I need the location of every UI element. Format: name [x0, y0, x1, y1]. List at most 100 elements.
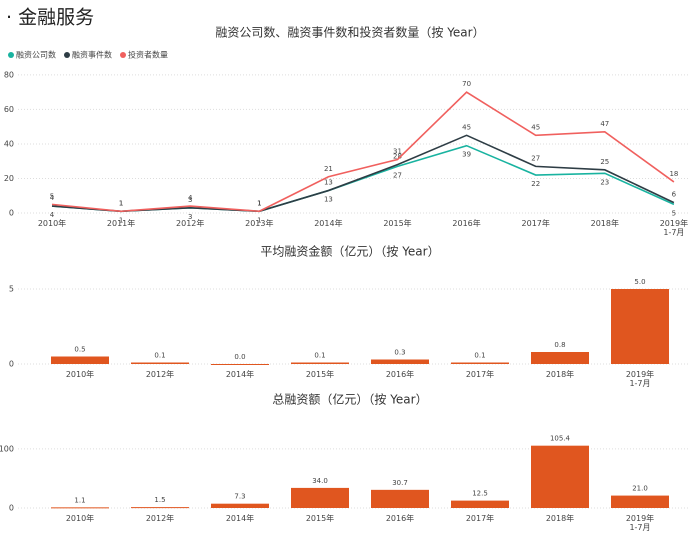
series-line: [51, 91, 675, 213]
x-tick-label: 2014年: [226, 369, 254, 379]
bar: [51, 507, 109, 509]
data-label: 6: [672, 191, 677, 199]
data-label: 45: [462, 123, 471, 131]
chart-title: 总融资额（亿元）（按 Year）: [272, 392, 427, 407]
x-tick-label: 2016年: [386, 513, 414, 523]
x-tick-label: 2017年: [522, 218, 550, 228]
bar: [291, 362, 349, 364]
data-label: 1: [119, 199, 123, 207]
data-label: 0.1: [314, 352, 325, 360]
bar: [531, 352, 589, 364]
y-tick-label: 100: [0, 444, 14, 453]
bar: [451, 500, 509, 508]
data-label: 12.5: [472, 490, 488, 498]
x-tick-label: 2010年: [66, 369, 94, 379]
data-label: 47: [600, 120, 609, 128]
legend-label: 投资者数量: [128, 50, 168, 60]
x-tick-label: 2015年: [306, 369, 334, 379]
data-label: 5.0: [634, 278, 645, 286]
data-label: 70: [462, 80, 471, 88]
x-tick-label: 2015年: [383, 218, 411, 228]
x-tick-label: 2018年: [546, 369, 574, 379]
legend-marker: [8, 52, 14, 58]
data-label: 4: [50, 211, 55, 219]
y-tick-label: 0: [9, 209, 14, 218]
x-tick-label: 2014年: [226, 513, 254, 523]
data-label: 0.1: [474, 352, 485, 360]
data-label: 1: [119, 216, 123, 224]
series-line: [51, 144, 675, 213]
data-label: 18: [669, 170, 678, 178]
legend-label: 融资事件数: [72, 50, 112, 60]
bar: [611, 289, 669, 364]
data-label: 27: [531, 154, 540, 162]
bar: [611, 495, 669, 508]
bar: [211, 364, 269, 365]
data-label: 7.3: [234, 493, 245, 501]
x-tick-label: 2017年: [466, 513, 494, 523]
y-tick-label: 0: [9, 360, 14, 369]
data-label: 13: [324, 196, 333, 204]
x-tick-label: 2018年: [546, 513, 574, 523]
data-label: 1.1: [74, 496, 85, 504]
bar: [51, 356, 109, 364]
data-label: 1.5: [154, 496, 165, 504]
data-label: 5: [672, 209, 676, 217]
x-tick-label: 2019年 1-7月: [626, 369, 654, 388]
data-label: 13: [324, 179, 333, 187]
x-tick-label: 2018年: [591, 218, 619, 228]
legend-label: 融资公司数: [16, 50, 56, 60]
data-label: 0.3: [394, 349, 405, 357]
bar: [131, 507, 189, 509]
data-label: 28: [393, 153, 402, 161]
data-label: 0.0: [234, 353, 245, 361]
data-label: 21.0: [632, 485, 648, 493]
data-label: 45: [531, 123, 540, 131]
bar: [451, 362, 509, 364]
y-tick-label: 80: [4, 70, 14, 79]
y-tick-label: 5: [9, 285, 14, 294]
data-label: 3: [188, 196, 192, 204]
data-label: 5: [50, 192, 54, 200]
data-label: 3: [188, 213, 192, 221]
data-label: 1: [119, 199, 123, 207]
bar: [211, 503, 269, 508]
y-tick-label: 60: [4, 105, 14, 114]
data-label: 0.1: [154, 352, 165, 360]
bar: [371, 359, 429, 364]
x-tick-label: 2015年: [306, 513, 334, 523]
data-label: 4: [50, 194, 55, 202]
data-label: 1: [257, 216, 261, 224]
data-label: 23: [600, 178, 609, 186]
data-label: 22: [531, 180, 540, 188]
page-title: · 金融服务: [6, 7, 94, 29]
x-tick-label: 2017年: [466, 369, 494, 379]
x-tick-label: 2013年: [245, 218, 273, 228]
bar: [371, 489, 429, 508]
bar: [531, 445, 589, 508]
x-tick-label: 2019年 1-7月: [626, 513, 654, 532]
x-tick-label: 2012年: [146, 369, 174, 379]
data-label: 21: [324, 165, 333, 173]
data-label: 0.5: [74, 346, 85, 354]
y-tick-label: 20: [4, 174, 14, 183]
data-label: 1: [257, 199, 261, 207]
data-label: 34.0: [312, 477, 328, 485]
x-tick-label: 2012年: [146, 513, 174, 523]
bar: [131, 362, 189, 364]
series-line: [51, 134, 675, 213]
x-tick-label: 2019年 1-7月: [660, 218, 688, 237]
chart-title: 平均融资金额（亿元）（按 Year）: [260, 244, 439, 259]
data-label: 31: [393, 147, 402, 155]
chart-title: 融资公司数、融资事件数和投资者数量（按 Year）: [215, 25, 484, 40]
data-label: 27: [393, 171, 402, 179]
data-label: 105.4: [550, 435, 571, 443]
x-tick-label: 2010年: [66, 513, 94, 523]
data-label: 0.8: [554, 341, 565, 349]
x-tick-label: 2012年: [176, 218, 204, 228]
x-tick-label: 2014年: [314, 218, 342, 228]
x-tick-label: 2010年: [38, 218, 66, 228]
x-tick-label: 2016年: [452, 218, 480, 228]
